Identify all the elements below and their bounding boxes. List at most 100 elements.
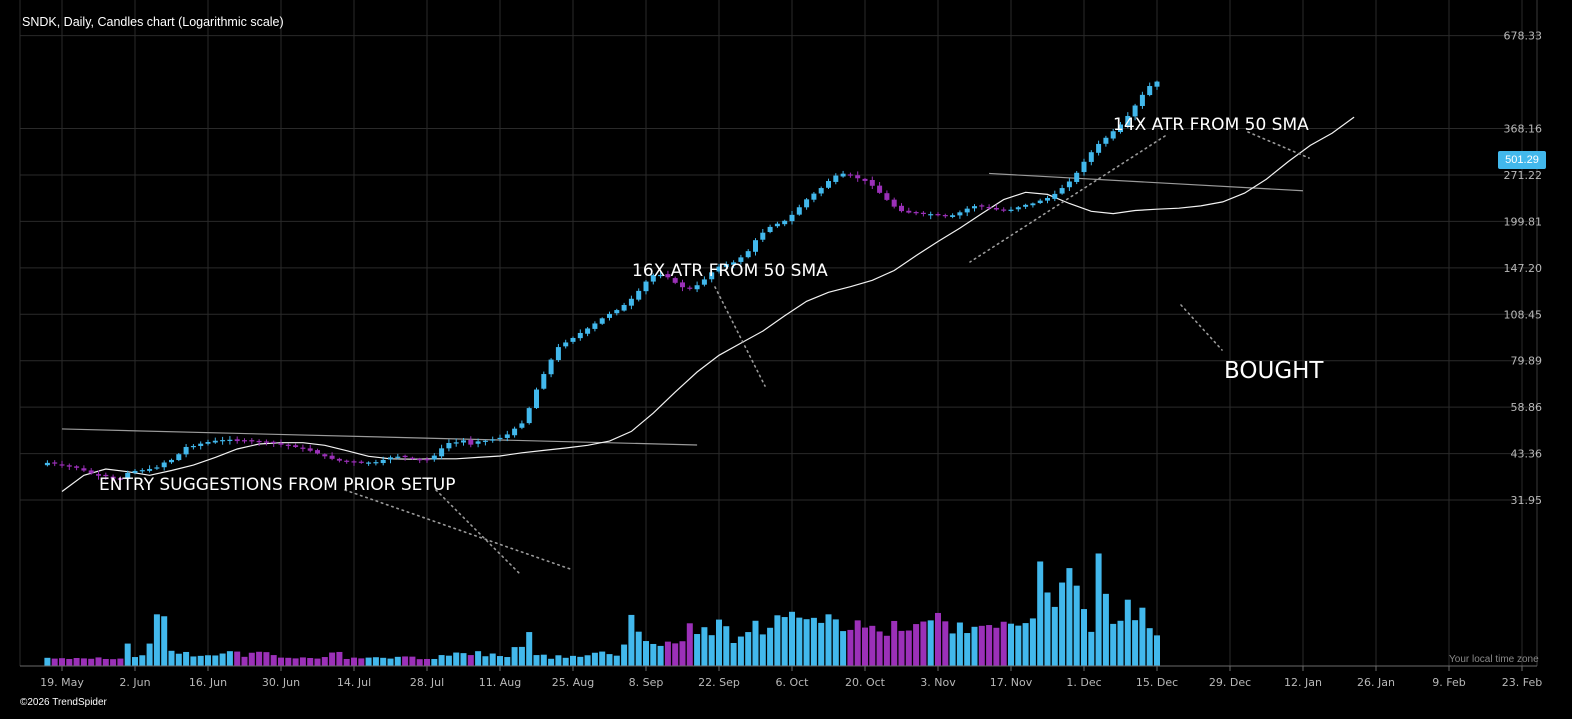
annotation-leader-bought: [1180, 304, 1223, 351]
sma-layer: [61, 116, 1355, 492]
volume-bar: [942, 621, 949, 666]
candle-body: [1074, 172, 1080, 182]
copyright-text: ©2026 TrendSpider: [20, 697, 107, 708]
candle-body: [1037, 200, 1043, 204]
volume-bar: [591, 652, 598, 666]
volume-bar: [431, 658, 438, 666]
volume-bar: [1029, 618, 1036, 666]
candle-body: [534, 389, 539, 409]
volume-bar: [657, 645, 664, 666]
volume-bar: [613, 655, 620, 666]
volume-bar: [935, 612, 941, 666]
volume-bar: [1073, 585, 1080, 666]
candle-body: [1103, 137, 1109, 144]
y-tick-label: 271.22: [1504, 169, 1543, 182]
candle-body: [709, 272, 715, 280]
volume-bar: [533, 655, 540, 666]
candle-body: [81, 468, 87, 471]
annotation-entry-suggestions: ENTRY SUGGESTIONS FROM PRIOR SETUP: [99, 475, 456, 495]
candle-body: [1052, 193, 1058, 199]
x-tick-label: 20. Oct: [845, 676, 886, 689]
candle-body: [1066, 181, 1072, 188]
candle-body: [212, 440, 218, 443]
volume-bar: [730, 642, 737, 666]
volume-bar: [1102, 593, 1109, 666]
candle-body: [950, 215, 956, 217]
candle-body: [942, 215, 948, 217]
volume-bar: [153, 614, 160, 666]
volume-bar: [51, 658, 58, 666]
candle-body: [767, 226, 773, 233]
volume-bar: [599, 651, 606, 666]
candle-body: [110, 476, 116, 479]
x-tick-label: 15. Dec: [1136, 676, 1178, 689]
candle-body: [132, 470, 138, 473]
volume-bar: [358, 658, 365, 666]
candle-body: [862, 178, 868, 181]
x-tick-label: 8. Sep: [629, 676, 664, 689]
candle-body: [1096, 143, 1102, 153]
volume-bar: [416, 659, 423, 666]
chart-title: SNDK, Daily, Candles chart (Logarithmic …: [22, 15, 284, 29]
x-tick-label: 3. Nov: [920, 676, 956, 689]
y-tick-label: 79.89: [1511, 355, 1543, 368]
volume-bar: [511, 647, 518, 666]
candle-body: [1088, 152, 1094, 162]
volume-bar: [467, 655, 474, 666]
y-tick-label: 108.45: [1504, 308, 1543, 321]
candle-body: [424, 459, 430, 461]
candle-body: [964, 208, 970, 213]
candle-body: [680, 282, 685, 288]
volume-bar: [1124, 599, 1131, 666]
candle-body: [913, 212, 919, 214]
volume-bar: [745, 632, 752, 666]
volume-bar: [518, 646, 525, 666]
candle-body: [125, 472, 131, 479]
candle-body: [161, 462, 167, 468]
candle-body: [577, 332, 583, 339]
candle-body: [439, 448, 445, 457]
candle-body: [636, 290, 642, 300]
candle-body: [723, 264, 729, 267]
candle-body: [366, 462, 372, 464]
x-tick-label: 16. Jun: [189, 676, 227, 689]
volume-bar: [1132, 620, 1139, 666]
volume-bar: [1117, 620, 1124, 666]
candle-body: [672, 278, 678, 283]
volume-bar: [562, 657, 569, 666]
candle-body: [731, 262, 737, 265]
volume-bar: [606, 654, 613, 666]
volume-bar: [832, 619, 839, 666]
candle-body: [315, 450, 320, 454]
y-tick-label: 43.36: [1511, 448, 1543, 461]
volume-bar: [343, 658, 350, 666]
candle-body: [1118, 124, 1123, 132]
volume-bar: [307, 658, 314, 666]
candle-body: [1147, 86, 1153, 96]
volume-bar: [971, 626, 978, 666]
volume-bar: [964, 633, 971, 666]
volume-bar: [694, 634, 701, 666]
candle-layer: [44, 80, 1160, 482]
timezone-label[interactable]: Your local time zone: [1449, 654, 1539, 665]
volume-bar: [752, 620, 759, 666]
candle-body: [351, 461, 357, 463]
candle-body: [811, 193, 817, 200]
sma-50-line: [61, 116, 1355, 492]
volume-bar: [438, 655, 445, 666]
candle-body: [44, 462, 50, 466]
volume-bar: [672, 643, 679, 666]
volume-bar: [825, 614, 832, 666]
candle-body: [395, 456, 401, 458]
candle-body: [891, 199, 897, 207]
volume-bar: [387, 658, 394, 666]
candle-body: [417, 458, 423, 461]
candle-body: [373, 462, 379, 464]
volume-bar: [497, 656, 503, 666]
volume-bar: [978, 625, 985, 666]
volume-bar: [1000, 621, 1007, 666]
volume-bar: [88, 658, 95, 666]
candle-body: [774, 223, 780, 227]
